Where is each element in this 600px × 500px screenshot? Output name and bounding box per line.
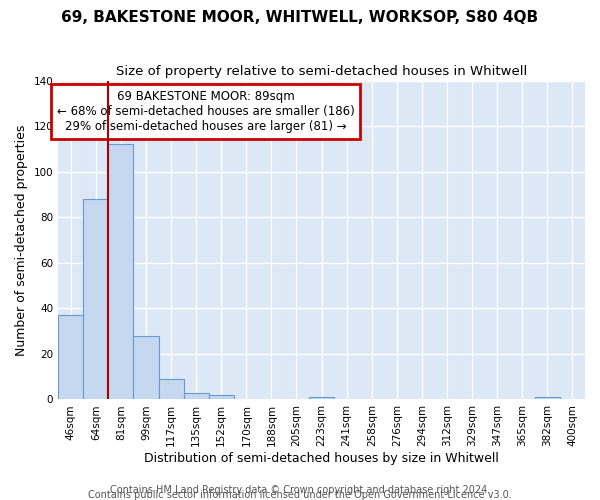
Bar	[535, 397, 560, 400]
Bar	[209, 395, 234, 400]
Text: 69 BAKESTONE MOOR: 89sqm
← 68% of semi-detached houses are smaller (186)
29% of : 69 BAKESTONE MOOR: 89sqm ← 68% of semi-d…	[57, 90, 355, 133]
Text: Contains HM Land Registry data © Crown copyright and database right 2024.: Contains HM Land Registry data © Crown c…	[110, 485, 490, 495]
Bar	[58, 315, 83, 400]
Bar	[309, 397, 334, 400]
X-axis label: Distribution of semi-detached houses by size in Whitwell: Distribution of semi-detached houses by …	[144, 452, 499, 465]
Bar	[83, 199, 109, 400]
Bar	[133, 336, 158, 400]
Bar	[158, 379, 184, 400]
Bar	[184, 392, 209, 400]
Text: 69, BAKESTONE MOOR, WHITWELL, WORKSOP, S80 4QB: 69, BAKESTONE MOOR, WHITWELL, WORKSOP, S…	[61, 10, 539, 25]
Bar	[109, 144, 133, 400]
Title: Size of property relative to semi-detached houses in Whitwell: Size of property relative to semi-detach…	[116, 65, 527, 78]
Text: Contains public sector information licensed under the Open Government Licence v3: Contains public sector information licen…	[88, 490, 512, 500]
Y-axis label: Number of semi-detached properties: Number of semi-detached properties	[15, 124, 28, 356]
